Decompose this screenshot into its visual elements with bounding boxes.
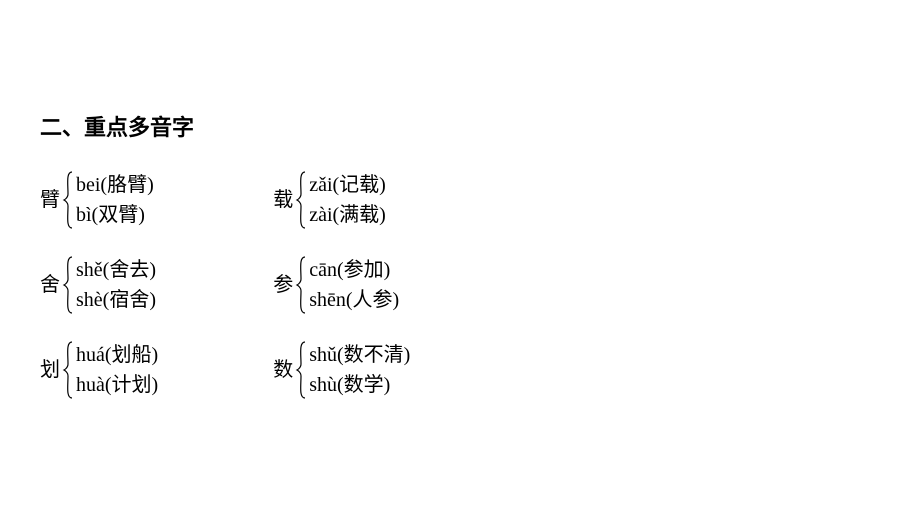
hanzi-char: 载 <box>273 185 293 215</box>
column-left: 臂 bei(胳臂) bì(双臂) 舍 shě(舍去) shè(宿舍) 划 <box>40 170 158 400</box>
entry: 臂 bei(胳臂) bì(双臂) <box>40 170 158 230</box>
entry: 数 shǔ(数不清) shù(数学) <box>273 340 410 400</box>
left-brace-icon <box>62 255 74 315</box>
entry: 参 cān(参加) shēn(人参) <box>273 255 410 315</box>
readings: shǔ(数不清) shù(数学) <box>309 340 410 400</box>
readings: shě(舍去) shè(宿舍) <box>76 255 156 315</box>
reading-bottom: shēn(人参) <box>309 285 399 315</box>
reading-top: huá(划船) <box>76 340 158 370</box>
left-brace-icon <box>295 170 307 230</box>
entry: 舍 shě(舍去) shè(宿舍) <box>40 255 158 315</box>
left-brace-icon <box>295 255 307 315</box>
hanzi-char: 舍 <box>40 270 60 300</box>
hanzi-char: 参 <box>273 270 293 300</box>
readings: bei(胳臂) bì(双臂) <box>76 170 154 230</box>
entry: 载 zǎi(记载) zài(满载) <box>273 170 410 230</box>
reading-bottom: bì(双臂) <box>76 200 154 230</box>
reading-top: cān(参加) <box>309 255 399 285</box>
readings: cān(参加) shēn(人参) <box>309 255 399 315</box>
reading-bottom: shù(数学) <box>309 370 410 400</box>
left-brace-icon <box>295 340 307 400</box>
left-brace-icon <box>62 170 74 230</box>
hanzi-char: 臂 <box>40 185 60 215</box>
columns-container: 臂 bei(胳臂) bì(双臂) 舍 shě(舍去) shè(宿舍) 划 <box>40 170 880 400</box>
reading-bottom: shè(宿舍) <box>76 285 156 315</box>
reading-top: zǎi(记载) <box>309 170 386 200</box>
hanzi-char: 数 <box>273 355 293 385</box>
reading-bottom: zài(满载) <box>309 200 386 230</box>
readings: huá(划船) huà(计划) <box>76 340 158 400</box>
readings: zǎi(记载) zài(满载) <box>309 170 386 230</box>
entry: 划 huá(划船) huà(计划) <box>40 340 158 400</box>
section-title: 二、重点多音字 <box>40 110 880 142</box>
reading-top: shě(舍去) <box>76 255 156 285</box>
reading-top: bei(胳臂) <box>76 170 154 200</box>
left-brace-icon <box>62 340 74 400</box>
column-right: 载 zǎi(记载) zài(满载) 参 cān(参加) shēn(人参) 数 <box>273 170 410 400</box>
hanzi-char: 划 <box>40 355 60 385</box>
reading-bottom: huà(计划) <box>76 370 158 400</box>
reading-top: shǔ(数不清) <box>309 340 410 370</box>
